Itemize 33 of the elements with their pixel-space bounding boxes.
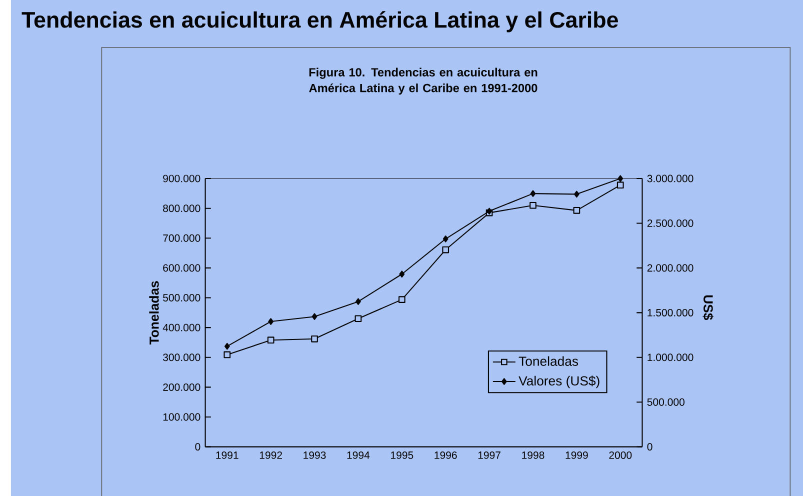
x-tick-label: 1992 xyxy=(260,451,282,459)
x-tick-label: 1993 xyxy=(304,451,326,459)
y2-tick-label: 1.000.000 xyxy=(648,354,694,362)
y-tick-label: 0 xyxy=(195,443,200,450)
chart-subtitle: Figura 10. Tendencias en acuicultura en América Latina y el Caribe en 1991-2000 xyxy=(309,68,538,95)
y-tick-label: 800.000 xyxy=(163,204,200,212)
chart-title: Tendencias en acuicultura en América Latina y el Caribe xyxy=(22,11,618,32)
y-tick-label: 500.000 xyxy=(163,294,200,302)
y-tick-label: 700.000 xyxy=(163,234,200,242)
x-tick-label: 1991 xyxy=(216,451,238,459)
x-tick-label: 1995 xyxy=(391,451,414,459)
x-tick-label: 1996 xyxy=(434,451,457,459)
x-tick-label: 1994 xyxy=(347,451,370,459)
y-tick-label: 900.000 xyxy=(163,174,200,182)
legend-label: Toneladas xyxy=(518,356,578,366)
y2-tick-label: 2.000.000 xyxy=(647,264,694,272)
y2-tick-label: 0 xyxy=(647,443,652,450)
y2-tick-label: 1.500.000 xyxy=(648,308,694,316)
y2-tick-label: 2.500.000 xyxy=(647,219,694,227)
y2-tick-label: 500.000 xyxy=(647,398,684,406)
x-tick-label: 1997 xyxy=(478,451,500,459)
x-tick-label: 1998 xyxy=(522,451,544,459)
y-tick-label: 600.000 xyxy=(163,264,200,272)
y-tick-label: 300.000 xyxy=(162,354,200,362)
y-axis-title: Toneladas xyxy=(149,281,159,344)
y-tick-label: 200.000 xyxy=(163,383,200,391)
legend-label: Valores (US$) xyxy=(518,376,600,388)
x-tick-label: 2000 xyxy=(609,451,632,459)
y-tick-label: 100.000 xyxy=(163,413,200,421)
x-tick-label: 1999 xyxy=(566,451,588,459)
y2-axis-title: US$ xyxy=(702,295,714,320)
y2-tick-label: 3.000.000 xyxy=(647,174,694,182)
y-tick-label: 400.000 xyxy=(162,324,200,332)
